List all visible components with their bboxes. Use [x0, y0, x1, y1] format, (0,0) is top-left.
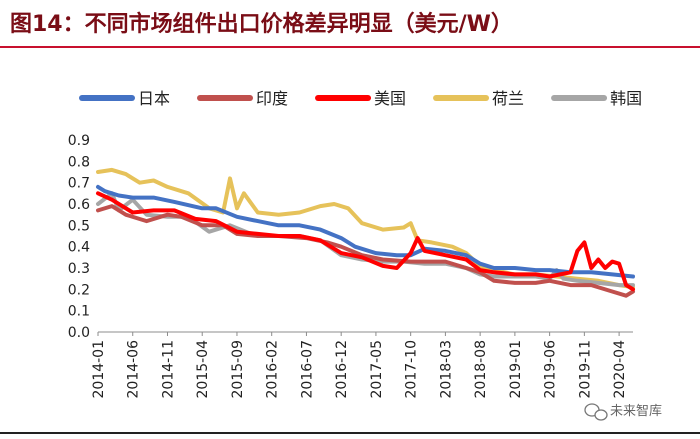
x-tick-label: 2018-03: [438, 340, 454, 399]
x-tick-label: 2019-11: [577, 340, 593, 399]
watermark-text: 未来智库: [610, 403, 662, 419]
x-tick-label: 2014-06: [126, 340, 142, 399]
series-line-1: [96, 204, 635, 298]
x-tick-label: 2017-10: [404, 340, 420, 399]
bottom-rule: [0, 432, 700, 434]
y-tick-label: 0.4: [68, 240, 90, 256]
title-bar: 图14：不同市场组件出口价格差异明显（美元/W）: [0, 0, 700, 48]
x-axis: 2014-01 2014-06 2014-11 2015-04 2015-09 2016-…: [91, 331, 633, 399]
y-tick-label: 0.1: [68, 304, 90, 320]
y-tick-label: 0.5: [68, 218, 90, 234]
x-tick-label: 2019-06: [543, 340, 559, 399]
series-line-2: [96, 191, 635, 292]
x-tick-label: 2019-01: [508, 340, 524, 399]
y-tick-label: 0.6: [68, 197, 90, 213]
y-tick-label: 0.2: [68, 282, 90, 298]
x-tick-label: 2016-12: [334, 340, 350, 399]
x-tick-label: 2016-02: [265, 340, 281, 399]
x-tick-label: 2015-04: [195, 340, 211, 399]
y-tick-label: 0.3: [68, 261, 90, 277]
legend-label: 韩国: [610, 89, 642, 108]
y-tick-label: 0.9: [68, 133, 90, 149]
series-line-0: [96, 184, 635, 279]
x-tick-label: 2014-01: [91, 340, 107, 399]
legend-label: 日本: [138, 89, 170, 108]
legend-label: 印度: [256, 89, 288, 108]
y-tick-label: 0.8: [68, 154, 90, 170]
y-axis: 0.0 0.1 0.2 0.3 0.4 0.5 0.6 0.7 0.8 0.9: [68, 133, 90, 341]
wechat-icon: [584, 403, 608, 421]
y-tick-label: 0.0: [68, 325, 90, 341]
x-tick-label: 2018-08: [473, 340, 489, 399]
legend-label: 美国: [374, 89, 406, 108]
x-tick-label: 2016-07: [299, 340, 315, 399]
y-tick-label: 0.7: [68, 176, 90, 192]
series-lines: [96, 167, 635, 298]
chart-legend: 日本 印度 美国 荷兰 韩国: [79, 89, 642, 108]
legend-label: 荷兰: [492, 89, 524, 108]
page-title: 图14：不同市场组件出口价格差异明显（美元/W）: [10, 12, 513, 37]
x-tick-label: 2017-05: [369, 340, 385, 399]
x-tick-label: 2014-11: [160, 340, 176, 399]
x-tick-label: 2015-09: [230, 340, 246, 399]
watermark: 未来智库: [584, 403, 662, 421]
x-tick-label: 2020-04: [612, 340, 628, 399]
